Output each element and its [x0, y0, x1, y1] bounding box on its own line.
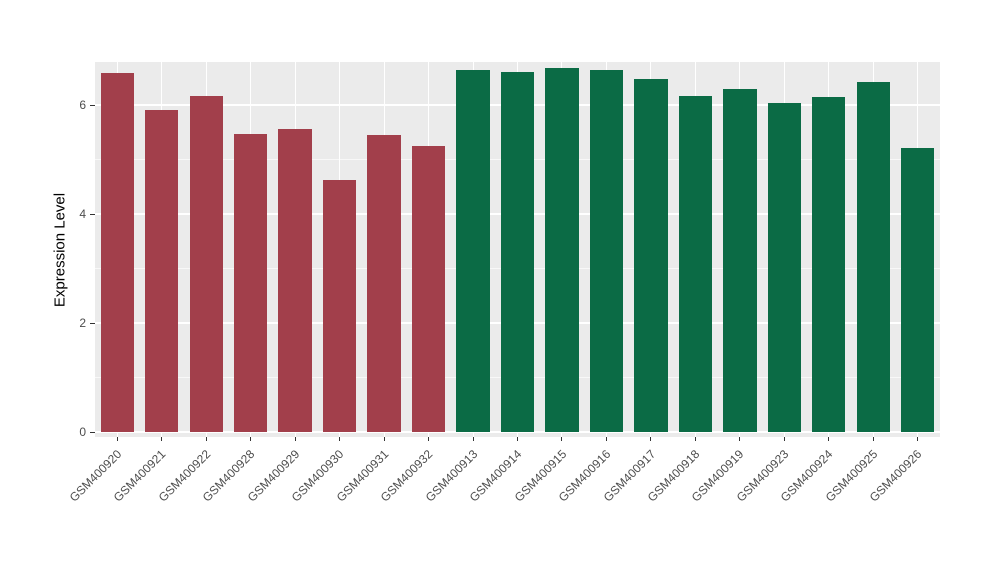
y-tick-mark: [90, 213, 95, 215]
x-tick-mark: [428, 437, 430, 441]
bar-GSM400916: [589, 70, 624, 432]
bar-GSM400928: [233, 134, 268, 432]
y-tick-label: 0: [79, 425, 86, 439]
x-tick-mark: [561, 437, 563, 441]
x-tick-mark: [872, 437, 874, 441]
y-tick-mark: [90, 104, 95, 106]
x-tick-mark: [472, 437, 474, 441]
x-tick-mark: [116, 437, 118, 441]
x-tick-mark: [339, 437, 341, 441]
x-tick-mark: [917, 437, 919, 441]
gridline-major: [95, 431, 940, 433]
y-tick-label: 4: [79, 207, 86, 221]
bar-GSM400922: [189, 96, 223, 432]
x-tick-mark: [605, 437, 607, 441]
plot-panel: [95, 62, 940, 437]
x-tick-mark: [828, 437, 830, 441]
bar-GSM400926: [901, 147, 935, 432]
bar-GSM400920: [100, 73, 134, 432]
x-tick-mark: [650, 437, 652, 441]
bar-GSM400914: [500, 72, 535, 432]
bar-GSM400932: [411, 145, 446, 432]
bar-GSM400913: [456, 70, 490, 432]
x-tick-mark: [783, 437, 785, 441]
bar-GSM400931: [367, 134, 401, 432]
bar-GSM400917: [634, 78, 668, 432]
x-tick-mark: [739, 437, 741, 441]
x-tick-mark: [694, 437, 696, 441]
x-tick-mark: [161, 437, 163, 441]
y-tick-label: 2: [79, 316, 86, 330]
y-tick-label: 6: [79, 98, 86, 112]
x-tick-mark: [294, 437, 296, 441]
bar-GSM400924: [812, 97, 846, 432]
bar-GSM400921: [145, 110, 179, 432]
bar-GSM400925: [856, 81, 890, 432]
bar-GSM400919: [723, 88, 757, 432]
bar-GSM400915: [545, 67, 579, 432]
x-tick-mark: [383, 437, 385, 441]
x-tick-mark: [250, 437, 252, 441]
bar-GSM400923: [767, 103, 801, 432]
bar-GSM400929: [278, 128, 312, 432]
x-tick-mark: [517, 437, 518, 441]
y-tick-mark: [90, 322, 95, 324]
x-tick-mark: [205, 437, 207, 441]
y-tick-mark: [90, 431, 95, 433]
bar-GSM400918: [678, 96, 713, 432]
bar-GSM400930: [322, 180, 357, 432]
